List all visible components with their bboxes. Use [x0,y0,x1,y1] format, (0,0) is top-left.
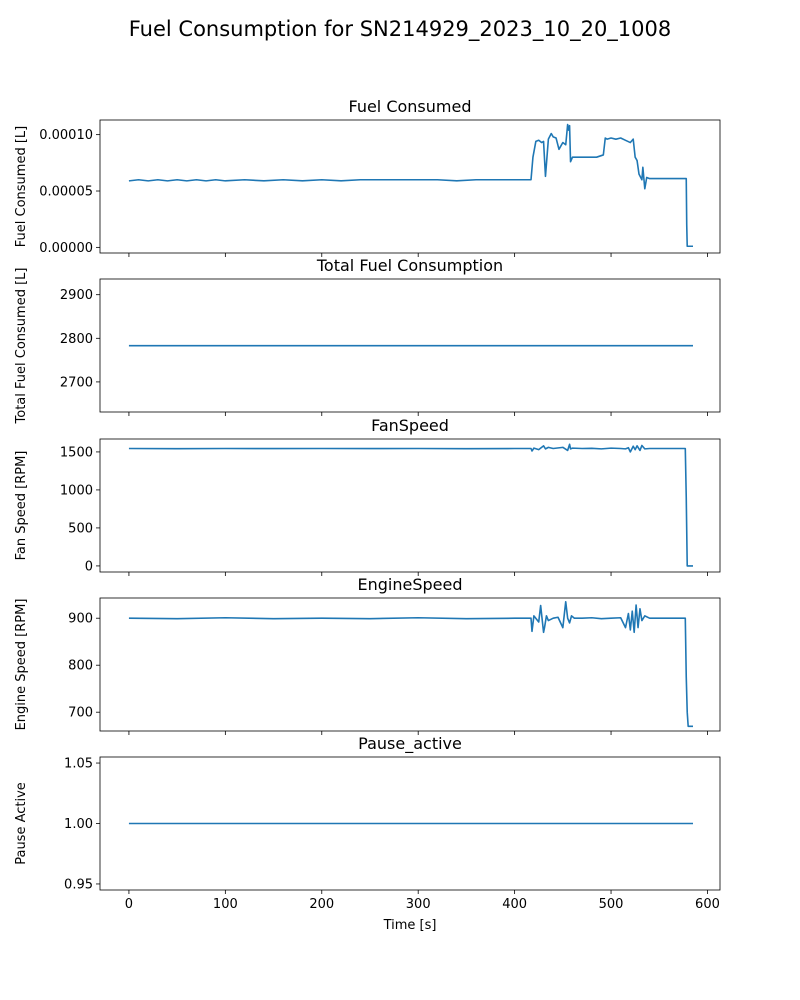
y-tick-label: 1500 [60,445,93,460]
y-tick-label: 1.00 [64,817,93,832]
y-axis-label: Fuel Consumed [L] [14,126,29,247]
plot-frame [99,597,721,732]
subplot-panels: Fuel Consumed 0.00000 0.00005 0.00010 Fuel C… [14,97,721,912]
plot-frame [99,119,721,254]
subplot-3: FanSpeed 0 500 1000 1500 Fan Speed [RPM] [14,416,721,576]
subplot-1: Fuel Consumed 0.00000 0.00005 0.00010 Fuel C… [14,97,721,257]
y-tick-label: 700 [68,706,93,721]
plot-frame [99,278,721,413]
y-tick-label: 0.95 [64,877,93,892]
y-tick-label: 0.00005 [39,185,93,200]
y-tick-label: 800 [68,659,93,674]
subplot-title: FanSpeed [371,416,449,435]
x-tick-label: 300 [406,897,431,912]
subplot-title: Fuel Consumed [348,97,471,116]
x-axis-label: Time [s] [383,918,437,933]
y-tick-label: 900 [68,612,93,627]
subplot-2: Total Fuel Consumption 2700 2800 2900 Total … [14,256,721,425]
subplot-title: EngineSpeed [358,575,463,594]
figure-title: Fuel Consumption for SN214929_2023_10_20… [129,17,672,42]
x-tick-label: 500 [599,897,624,912]
subplot-4: EngineSpeed 700 800 900 Engine Speed [RPM] [14,575,721,735]
y-axis-label: Pause Active [14,782,29,865]
subplot-title: Total Fuel Consumption [316,256,503,275]
x-tick-label: 100 [213,897,238,912]
y-tick-label: 0.00000 [39,241,93,256]
subplot-5: Pause_active 0.95 1.00 1.05 0 100 200 300 400 500… [14,734,721,912]
plot-frame [99,438,721,573]
y-tick-label: 1000 [60,483,93,498]
series-line [128,443,693,567]
y-tick-label: 1.05 [64,757,93,772]
x-tick-label: 200 [309,897,334,912]
x-tick-label: 0 [125,897,133,912]
x-tick-label: 400 [502,897,527,912]
subplot-title: Pause_active [358,734,462,754]
y-tick-label: 2800 [60,332,93,347]
y-tick-label: 2700 [60,375,93,390]
y-tick-label: 0 [85,559,93,574]
series-line [128,123,693,248]
x-tick-label: 600 [695,897,720,912]
y-axis-label: Fan Speed [RPM] [14,451,29,561]
y-tick-label: 0.00010 [39,128,93,143]
y-tick-label: 2900 [60,288,93,303]
y-axis-label: Total Fuel Consumed [L] [14,268,29,425]
plot-frame [99,756,721,891]
series-line [128,600,693,728]
y-axis-label: Engine Speed [RPM] [14,599,29,731]
y-tick-label: 500 [68,521,93,536]
